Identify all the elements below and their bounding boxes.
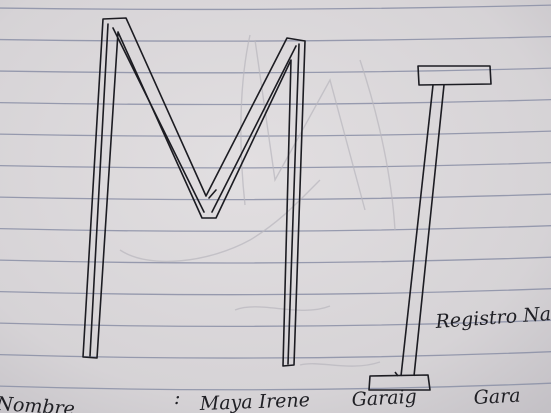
ruled-line bbox=[0, 193, 551, 201]
ruled-line bbox=[0, 351, 551, 359]
ruled-lines bbox=[0, 4, 551, 391]
nombre-value-1-handwriting: Maya Irene bbox=[198, 389, 310, 413]
ruled-line bbox=[0, 67, 551, 74]
nombre-value-2-handwriting: Garaig bbox=[351, 386, 417, 411]
ruled-line bbox=[0, 130, 551, 137]
ruled-line bbox=[0, 319, 551, 328]
ruled-line bbox=[0, 288, 551, 296]
ruled-line bbox=[0, 382, 551, 391]
nombre-value-3-handwriting: Gara bbox=[473, 385, 521, 409]
nombre-label-handwriting: Nombre bbox=[0, 393, 76, 413]
letter-i-drawing bbox=[368, 65, 492, 391]
ruled-line bbox=[0, 162, 551, 169]
ruled-line bbox=[0, 256, 551, 264]
ruled-line bbox=[0, 225, 551, 232]
ruled-line bbox=[0, 35, 551, 42]
letter-m-drawing bbox=[82, 17, 306, 367]
ruled-line bbox=[0, 98, 551, 106]
nombre-colon-handwriting: : bbox=[174, 387, 180, 409]
ruled-line bbox=[0, 4, 551, 11]
